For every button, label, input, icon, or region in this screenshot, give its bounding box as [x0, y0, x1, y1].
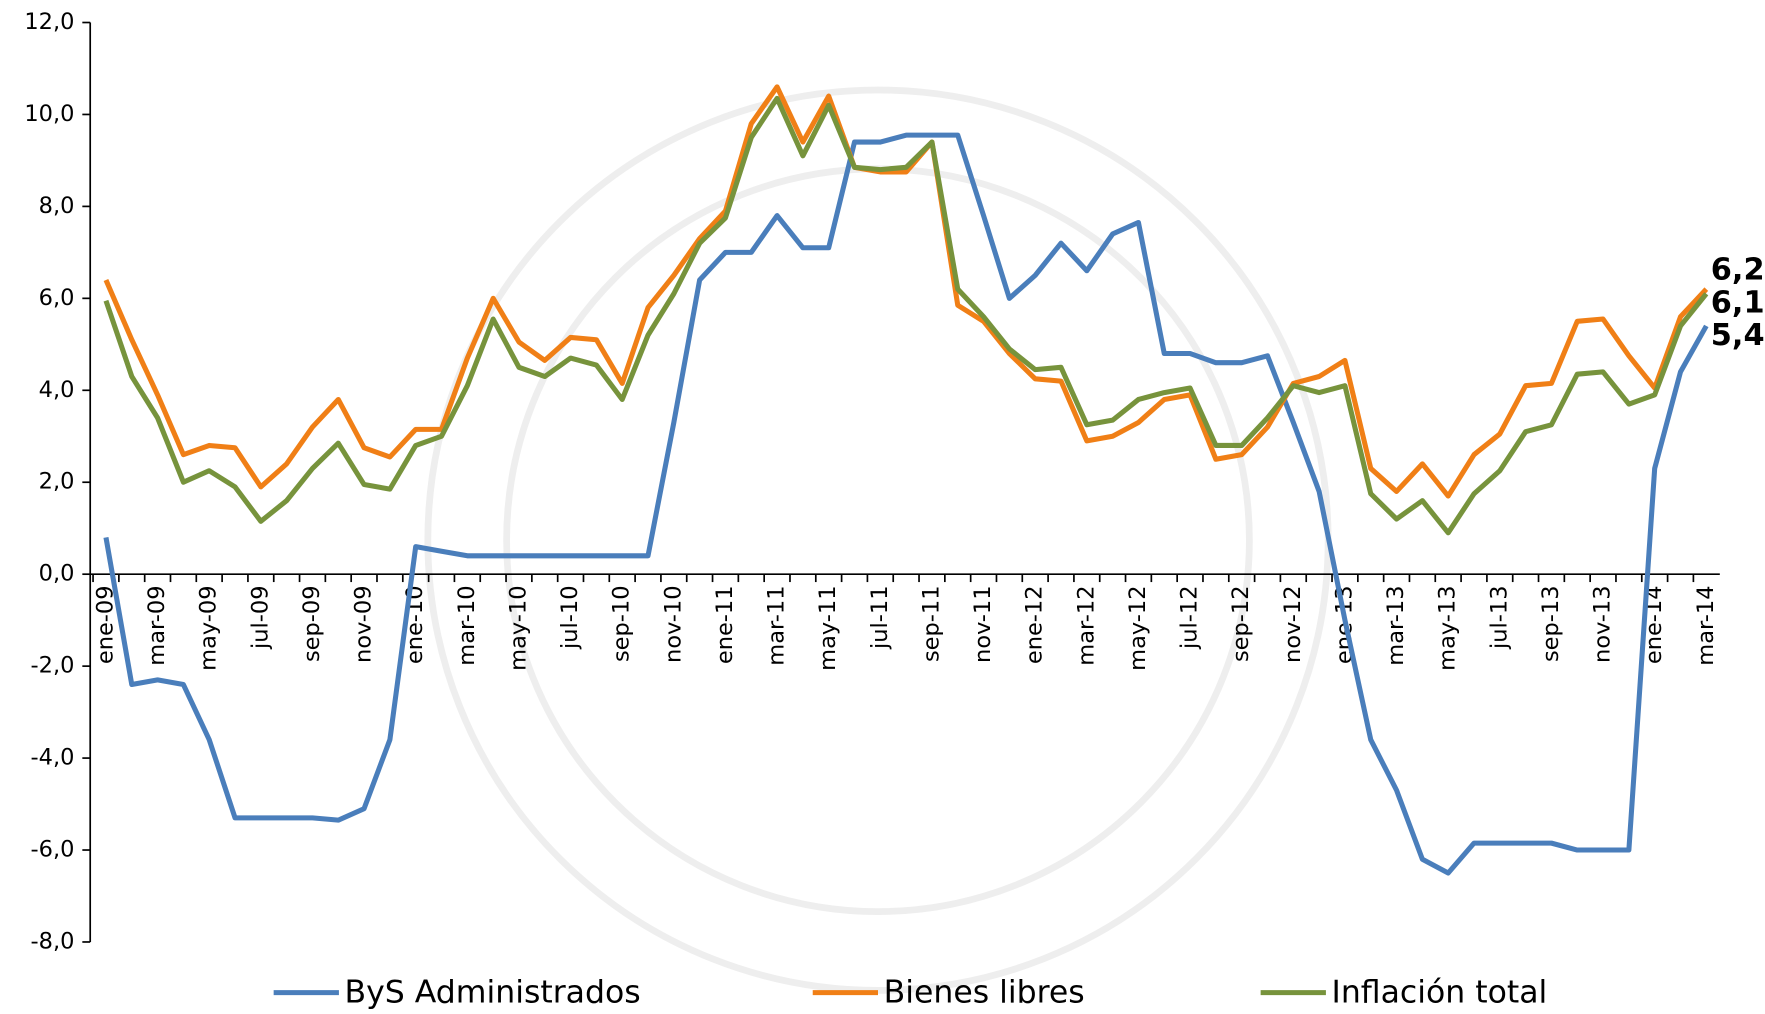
series-line — [103, 95, 1709, 536]
x-tick-label: may-12 — [1125, 585, 1151, 670]
x-tick-label: may-10 — [505, 585, 531, 670]
legend-item: Inflación total — [1260, 975, 1548, 1011]
y-tick-label: -8,0 — [31, 928, 75, 954]
x-tick-label: mar-13 — [1383, 585, 1409, 665]
y-tick-label: 12,0 — [24, 9, 74, 35]
watermark — [424, 86, 1332, 994]
x-tick-label: jul-13 — [1486, 585, 1512, 650]
legend-item: Bienes libres — [812, 975, 1085, 1011]
series-line — [103, 132, 1709, 876]
x-tick-label: may-11 — [815, 585, 841, 670]
x-tick-label: mar-14 — [1693, 585, 1719, 665]
x-tick-label: jul-10 — [557, 585, 583, 650]
x-tick-label: jul-12 — [1177, 585, 1203, 650]
x-tick-label: sep-10 — [609, 585, 635, 662]
y-tick-label: 2,0 — [39, 469, 75, 495]
y-tick-label: 10,0 — [24, 101, 74, 127]
x-tick-label: jul-09 — [247, 585, 273, 650]
x-tick-label: sep-12 — [1228, 585, 1254, 662]
x-tick-label: ene-12 — [1022, 585, 1048, 664]
legend-label: ByS Administrados — [345, 975, 641, 1011]
x-tick-label: sep-09 — [299, 585, 325, 662]
x-tick-label: may-09 — [196, 585, 222, 670]
x-tick-label: may-13 — [1435, 585, 1461, 670]
x-tick-label: jul-11 — [867, 585, 893, 650]
x-tick-label: sep-11 — [918, 585, 944, 662]
y-tick-label: 0,0 — [39, 561, 75, 587]
y-tick-label: -4,0 — [31, 745, 75, 771]
legend-label: Inflación total — [1332, 975, 1548, 1011]
x-tick-label: nov-12 — [1280, 585, 1306, 663]
series-line — [103, 84, 1709, 499]
legend-item: ByS Administrados — [273, 975, 641, 1011]
y-tick-label: -6,0 — [31, 837, 75, 863]
y-tick-label: 6,0 — [39, 285, 75, 311]
x-tick-label: mar-10 — [454, 585, 480, 665]
y-tick-label: -2,0 — [31, 653, 75, 679]
x-tick-label: nov-13 — [1590, 585, 1616, 663]
value-label: 6,1 — [1711, 285, 1765, 320]
x-tick-label: sep-13 — [1538, 585, 1564, 662]
x-tick-label: ene-11 — [712, 585, 738, 664]
x-tick-label: nov-09 — [351, 585, 377, 663]
x-tick-label: nov-11 — [970, 585, 996, 663]
legend-label: Bienes libres — [884, 975, 1085, 1011]
value-label: 5,4 — [1711, 318, 1765, 353]
y-tick-label: 8,0 — [39, 193, 75, 219]
x-tick-label: nov-10 — [660, 585, 686, 663]
x-tick-label: mar-12 — [1073, 585, 1099, 665]
y-tick-label: 4,0 — [39, 377, 75, 403]
x-tick-label: mar-09 — [144, 585, 170, 665]
x-tick-label: mar-11 — [764, 585, 790, 665]
value-label: 6,2 — [1711, 253, 1765, 288]
